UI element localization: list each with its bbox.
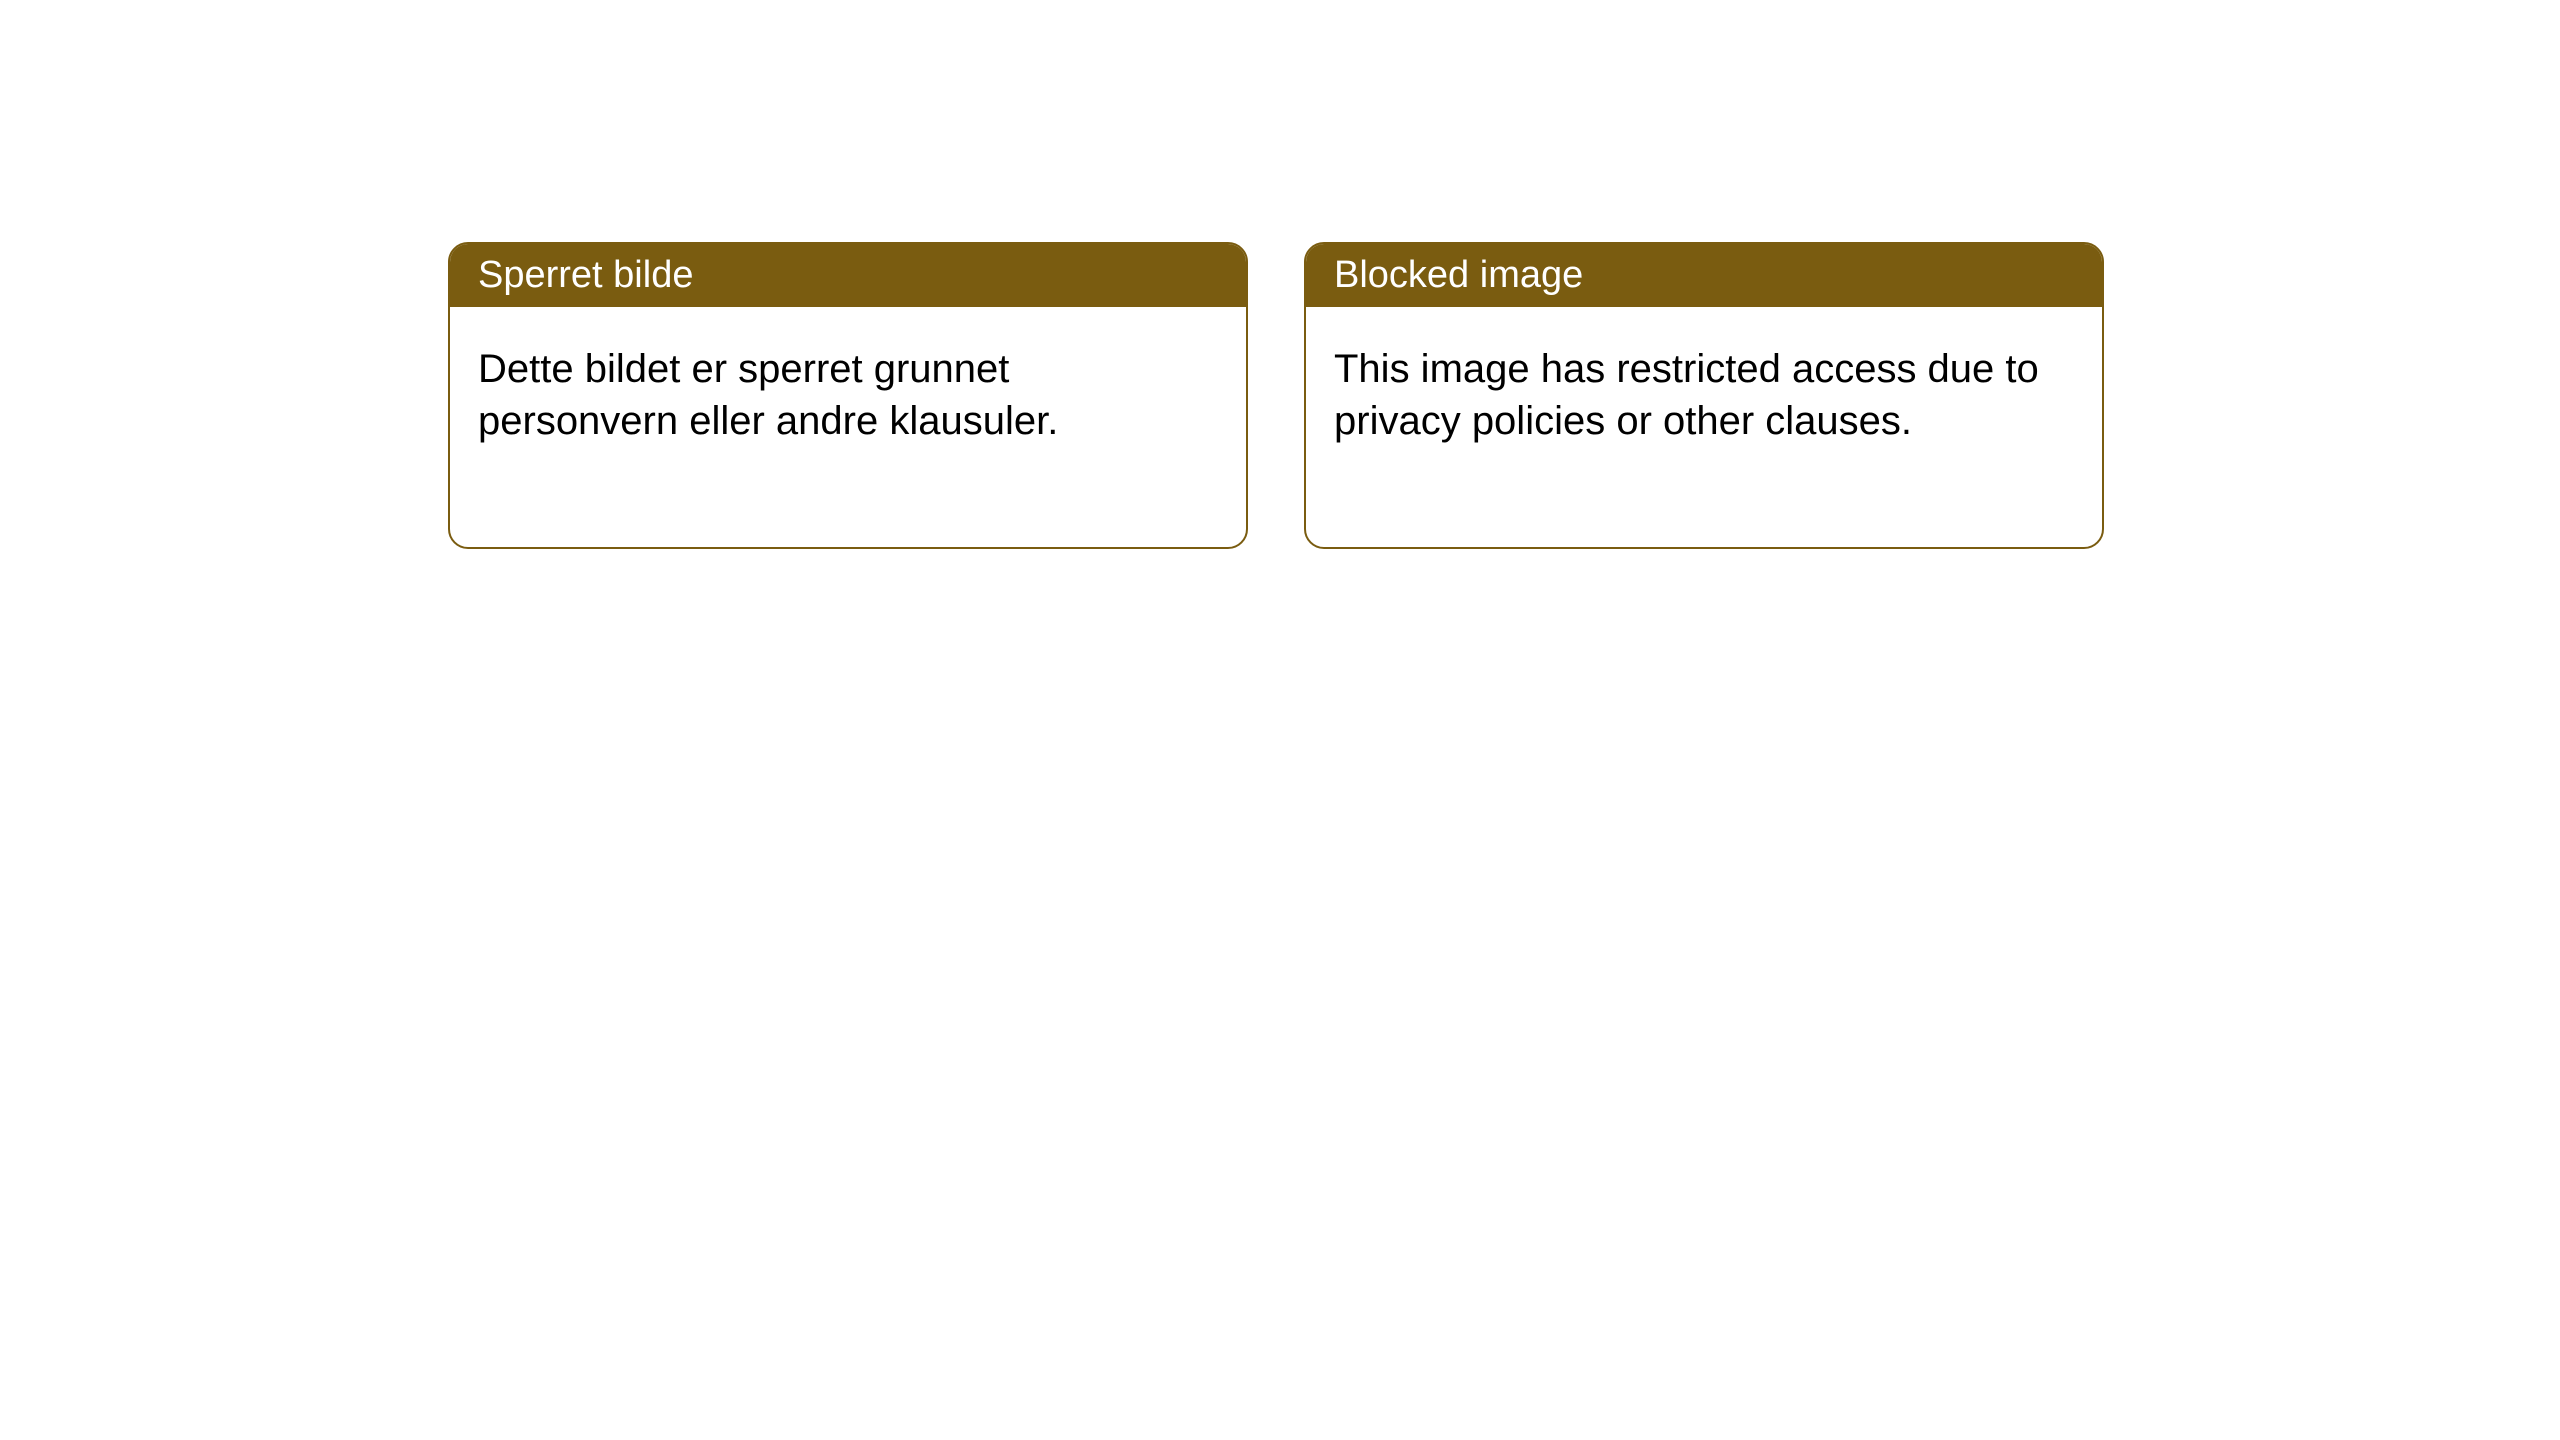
card-header: Blocked image bbox=[1306, 244, 2102, 307]
notice-card-english: Blocked image This image has restricted … bbox=[1304, 242, 2104, 549]
card-title: Sperret bilde bbox=[478, 254, 693, 296]
notice-card-norwegian: Sperret bilde Dette bildet er sperret gr… bbox=[448, 242, 1248, 549]
card-header: Sperret bilde bbox=[450, 244, 1246, 307]
card-body-text: Dette bildet er sperret grunnet personve… bbox=[478, 347, 1058, 443]
card-body: Dette bildet er sperret grunnet personve… bbox=[450, 307, 1246, 547]
card-body: This image has restricted access due to … bbox=[1306, 307, 2102, 547]
notice-container: Sperret bilde Dette bildet er sperret gr… bbox=[0, 0, 2560, 549]
card-title: Blocked image bbox=[1334, 254, 1583, 296]
card-body-text: This image has restricted access due to … bbox=[1334, 347, 2039, 443]
